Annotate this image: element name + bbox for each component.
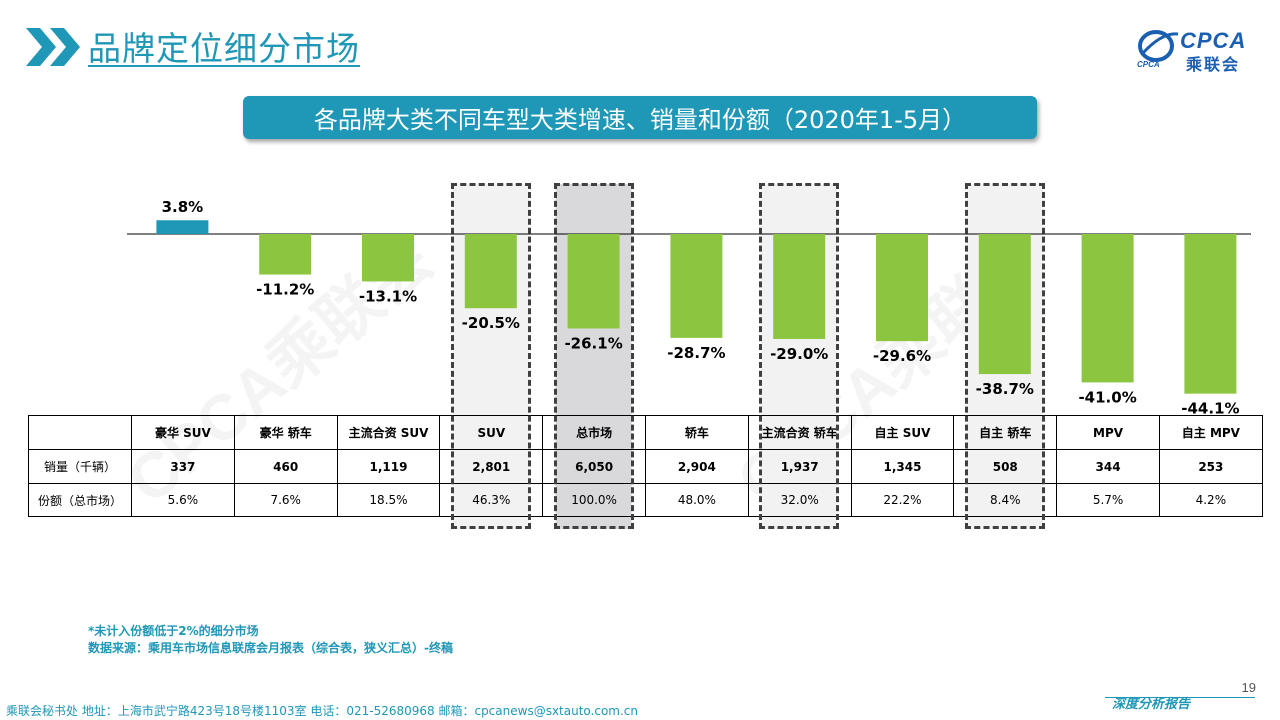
highlight-dashed-box <box>964 183 1045 529</box>
logo-cn-text: 乘联会 <box>1186 55 1241 74</box>
cpca-logo-icon <box>1138 30 1179 62</box>
bar-value-label: 3.8% <box>162 198 204 216</box>
highlight-dashed-box <box>553 183 634 529</box>
table-header-cell: MPV <box>1056 415 1160 450</box>
bar-value-label: -26.1% <box>564 334 622 352</box>
chart-bar <box>978 234 1031 375</box>
table-cell: 46.3% <box>439 483 544 517</box>
table-cell: 460 <box>233 449 338 484</box>
table-header-cell: 自主 SUV <box>850 415 955 450</box>
chart-bar <box>156 220 209 234</box>
table-cell: 48.0% <box>644 483 749 517</box>
table-cell: 4.2% <box>1158 483 1263 517</box>
table-cell: 1,937 <box>747 449 852 484</box>
bar-value-label: -11.2% <box>256 281 314 299</box>
chart-bar <box>567 234 620 329</box>
table-header-cell: 主流合资 SUV <box>336 415 441 450</box>
table-header-cell: 豪华 SUV <box>131 415 235 450</box>
chart-bar <box>773 234 826 339</box>
footer-report-type: 深度分析报告 <box>1112 697 1191 712</box>
table-cell: 100.0% <box>542 483 646 517</box>
table-row-share: 份额（总市场） 5.6% 7.6% 18.5% 46.3% 100.0% 48.… <box>28 483 1263 517</box>
chart-bar <box>362 234 414 282</box>
footnote-note: *未计入份额低于2%的细分市场 <box>88 624 259 638</box>
table-cell: 5.7% <box>1056 483 1160 517</box>
table-cell: 2,904 <box>644 449 749 484</box>
chart-bar <box>259 234 312 275</box>
row-label-share: 份额（总市场） <box>28 483 132 517</box>
page-number: 19 <box>1241 680 1256 695</box>
table-cell: 253 <box>1158 449 1263 484</box>
table-row-sales: 销量（千辆） 337 460 1,119 2,801 6,050 2,904 1… <box>28 449 1263 484</box>
bar-value-label: -28.7% <box>667 344 725 362</box>
table-cell: 5.6% <box>131 483 235 517</box>
bar-value-label: -41.0% <box>1078 388 1136 406</box>
table-cell: 1,345 <box>850 449 955 484</box>
table-header-cell <box>28 415 132 450</box>
table-header-cell: SUV <box>439 415 544 450</box>
logo-text: CPCA <box>1180 28 1247 53</box>
table-cell: 18.5% <box>336 483 441 517</box>
bar-value-label: -38.7% <box>976 380 1034 398</box>
highlight-dashed-box <box>759 183 840 529</box>
table-cell: 337 <box>131 449 235 484</box>
table-cell: 2,801 <box>439 449 544 484</box>
footer-divider <box>1105 697 1255 698</box>
page-title: 品牌定位细分市场 <box>88 29 360 68</box>
table-header-row: 豪华 SUV 豪华 轿车 主流合资 SUV SUV 总市场 轿车 主流合资 轿车… <box>28 415 1263 450</box>
footer-contact: 乘联会秘书处 地址：上海市武宁路423号18号楼1103室 电话：021-526… <box>6 704 639 718</box>
table-cell: 22.2% <box>850 483 955 517</box>
table-cell: 7.6% <box>233 483 338 517</box>
bar-value-label: -13.1% <box>359 287 417 305</box>
chart-bar <box>1184 234 1237 394</box>
footnotes: *未计入份额低于2%的细分市场 数据来源：乘用车市场信息联席会月报表（综合表，狭… <box>88 623 453 657</box>
chart-bar <box>464 234 517 309</box>
chart-banner-title: 各品牌大类不同车型大类增速、销量和份额（2020年1-5月） <box>243 96 1037 139</box>
table-header-cell: 主流合资 轿车 <box>747 415 852 450</box>
chart-bar <box>1081 234 1134 383</box>
row-label-sales: 销量（千辆） <box>28 449 132 484</box>
data-table: 豪华 SUV 豪华 轿车 主流合资 SUV SUV 总市场 轿车 主流合资 轿车… <box>28 415 1263 517</box>
logo-sub-text: CPCA <box>1137 60 1160 69</box>
bar-value-label: -20.5% <box>462 314 520 332</box>
chart-bar <box>670 234 723 338</box>
table-cell: 1,119 <box>336 449 441 484</box>
highlight-dashed-box <box>450 183 531 529</box>
table-cell: 508 <box>953 449 1058 484</box>
table-header-cell: 自主 MPV <box>1158 415 1263 450</box>
double-chevron-icon <box>26 28 80 66</box>
bar-value-label: -29.6% <box>873 347 931 365</box>
table-cell: 32.0% <box>747 483 852 517</box>
chart-bar <box>876 234 928 342</box>
table-header-cell: 豪华 轿车 <box>233 415 338 450</box>
table-cell: 344 <box>1056 449 1160 484</box>
table-header-cell: 轿车 <box>644 415 749 450</box>
footnote-source: 数据来源：乘用车市场信息联席会月报表（综合表，狭义汇总）-终稿 <box>88 641 453 655</box>
table-header-cell: 自主 轿车 <box>953 415 1058 450</box>
bar-value-label: -29.0% <box>770 345 828 363</box>
bar-value-label: -44.1% <box>1181 400 1239 418</box>
